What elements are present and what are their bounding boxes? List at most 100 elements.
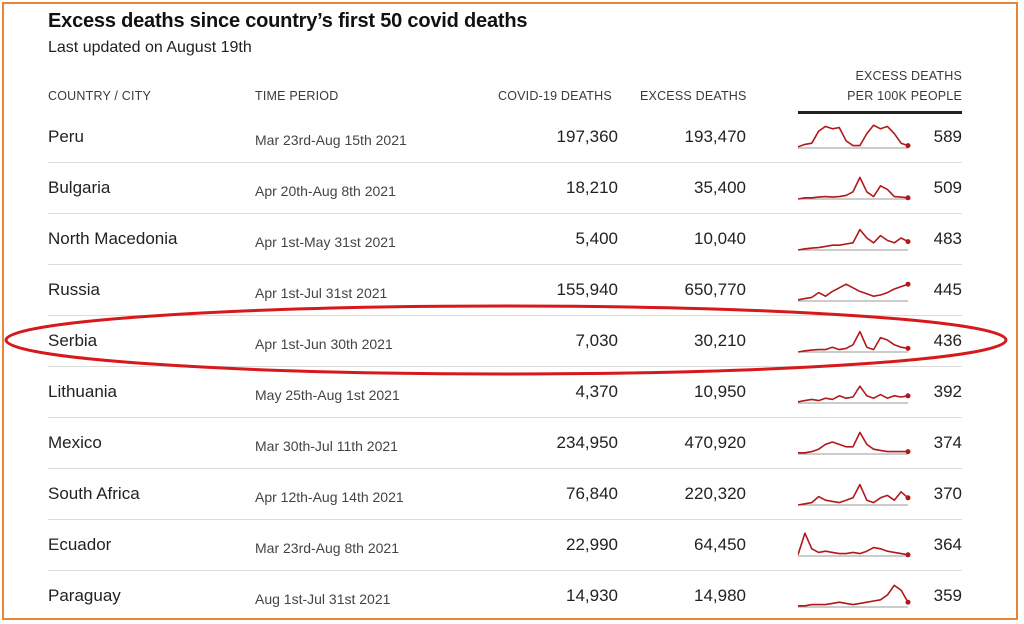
table-row: Mexico Mar 30th-Jul 11th 2021 234,950 47… <box>48 418 962 469</box>
sparkline <box>798 228 911 251</box>
country-name: Russia <box>48 280 100 299</box>
chart-title: Excess deaths since country’s first 50 c… <box>48 10 528 32</box>
excess-deaths: 10,950 <box>694 382 746 401</box>
excess-deaths: 10,040 <box>694 229 746 248</box>
header-country: COUNTRY / CITY <box>48 89 152 103</box>
chart-subtitle: Last updated on August 19th <box>48 39 252 56</box>
header-covid: COVID-19 DEATHS <box>498 89 612 103</box>
sparkline-end-dot <box>905 281 911 287</box>
excess-deaths: 35,400 <box>694 178 746 197</box>
excess-per-100k: 374 <box>933 433 962 452</box>
sparkline-end-dot <box>905 195 911 201</box>
header-period: TIME PERIOD <box>255 89 339 103</box>
excess-deaths: 650,770 <box>684 280 746 299</box>
country-name: Peru <box>48 127 84 146</box>
sparkline-path <box>798 584 909 607</box>
excess-per-100k: 392 <box>933 382 962 401</box>
table-row: Lithuania May 25th-Aug 1st 2021 4,370 10… <box>48 367 962 418</box>
sparkline-end-dot <box>905 345 911 351</box>
covid-deaths: 4,370 <box>575 382 618 401</box>
sparkline-path <box>798 431 908 454</box>
country-name: Serbia <box>48 331 98 350</box>
country-name: Lithuania <box>48 382 118 401</box>
sparkline-path <box>798 330 909 353</box>
covid-deaths: 18,210 <box>566 178 618 197</box>
excess-per-100k: 359 <box>933 586 962 605</box>
table-row: Russia Apr 1st-Jul 31st 2021 155,940 650… <box>48 265 962 316</box>
time-period: Aug 1st-Jul 31st 2021 <box>255 591 391 607</box>
sparkline-path <box>798 385 909 403</box>
country-name: North Macedonia <box>48 229 178 248</box>
time-period: Apr 1st-Jul 31st 2021 <box>255 285 388 301</box>
sparkline <box>798 330 911 353</box>
sparkline <box>798 483 911 506</box>
sparkline <box>798 532 911 558</box>
country-name: South Africa <box>48 484 140 503</box>
country-name: Mexico <box>48 433 102 452</box>
sparkline <box>798 385 911 404</box>
covid-deaths: 7,030 <box>575 331 618 350</box>
sparkline-end-dot <box>905 449 911 455</box>
sparkline-end-dot <box>905 552 911 558</box>
excess-per-100k: 364 <box>933 535 962 554</box>
sparkline-path <box>798 532 909 556</box>
excess-deaths: 14,980 <box>694 586 746 605</box>
sparkline-end-dot <box>905 599 911 605</box>
sparkline <box>798 431 911 455</box>
table-row: North Macedonia Apr 1st-May 31st 2021 5,… <box>48 214 962 265</box>
sparkline <box>798 124 911 149</box>
time-period: Apr 1st-Jun 30th 2021 <box>255 336 393 352</box>
time-period: Mar 30th-Jul 11th 2021 <box>255 438 398 454</box>
sparkline-path <box>798 228 909 251</box>
covid-deaths: 22,990 <box>566 535 618 554</box>
table-row-highlighted: Serbia Apr 1st-Jun 30th 2021 7,030 30,21… <box>48 316 962 367</box>
sparkline <box>798 176 911 201</box>
excess-per-100k: 370 <box>933 484 962 503</box>
table-row: Paraguay Aug 1st-Jul 31st 2021 14,930 14… <box>48 571 962 621</box>
table-row: Ecuador Mar 23rd-Aug 8th 2021 22,990 64,… <box>48 520 962 571</box>
covid-deaths: 155,940 <box>556 280 618 299</box>
country-name: Bulgaria <box>48 178 111 197</box>
time-period: Apr 1st-May 31st 2021 <box>255 234 396 250</box>
covid-deaths: 197,360 <box>556 127 618 146</box>
sparkline <box>798 281 911 302</box>
sparkline-path <box>798 176 909 200</box>
sparkline-path <box>798 124 909 148</box>
time-period: Mar 23rd-Aug 15th 2021 <box>255 132 407 148</box>
sparkline-end-dot <box>905 393 911 399</box>
excess-deaths: 64,450 <box>694 535 746 554</box>
table-row: Peru Mar 23rd-Aug 15th 2021 197,360 193,… <box>48 112 962 163</box>
sparkline-end-dot <box>905 239 911 245</box>
sparkline <box>798 584 911 608</box>
sparkline-end-dot <box>905 143 911 149</box>
covid-deaths: 5,400 <box>575 229 618 248</box>
table-row: South Africa Apr 12th-Aug 14th 2021 76,8… <box>48 469 962 520</box>
country-name: Ecuador <box>48 535 112 554</box>
time-period: Apr 20th-Aug 8th 2021 <box>255 183 396 199</box>
excess-per-100k: 509 <box>933 178 962 197</box>
sparkline-path <box>798 283 909 301</box>
excess-deaths: 470,920 <box>684 433 746 452</box>
data-table: Peru Mar 23rd-Aug 15th 2021 197,360 193,… <box>48 112 962 621</box>
covid-deaths: 76,840 <box>566 484 618 503</box>
time-period: Apr 12th-Aug 14th 2021 <box>255 489 404 505</box>
covid-deaths: 14,930 <box>566 586 618 605</box>
sparkline-end-dot <box>905 495 911 501</box>
time-period: Mar 23rd-Aug 8th 2021 <box>255 540 399 556</box>
excess-deaths: 193,470 <box>684 127 746 146</box>
excess-per-100k: 436 <box>933 331 962 350</box>
header-per100k-line1: EXCESS DEATHS <box>855 69 962 83</box>
excess-deaths: 30,210 <box>694 331 746 350</box>
header-excess: EXCESS DEATHS <box>640 89 747 103</box>
table-row: Bulgaria Apr 20th-Aug 8th 2021 18,210 35… <box>48 163 962 214</box>
sparkline-path <box>798 483 909 506</box>
covid-deaths: 234,950 <box>556 433 618 452</box>
excess-per-100k: 483 <box>933 229 962 248</box>
header-underline <box>798 111 962 114</box>
excess-per-100k: 445 <box>933 280 962 299</box>
time-period: May 25th-Aug 1st 2021 <box>255 387 400 403</box>
excess-deaths: 220,320 <box>684 484 746 503</box>
header-per100k-line2: PER 100K PEOPLE <box>847 89 962 103</box>
excess-per-100k: 589 <box>933 127 962 146</box>
